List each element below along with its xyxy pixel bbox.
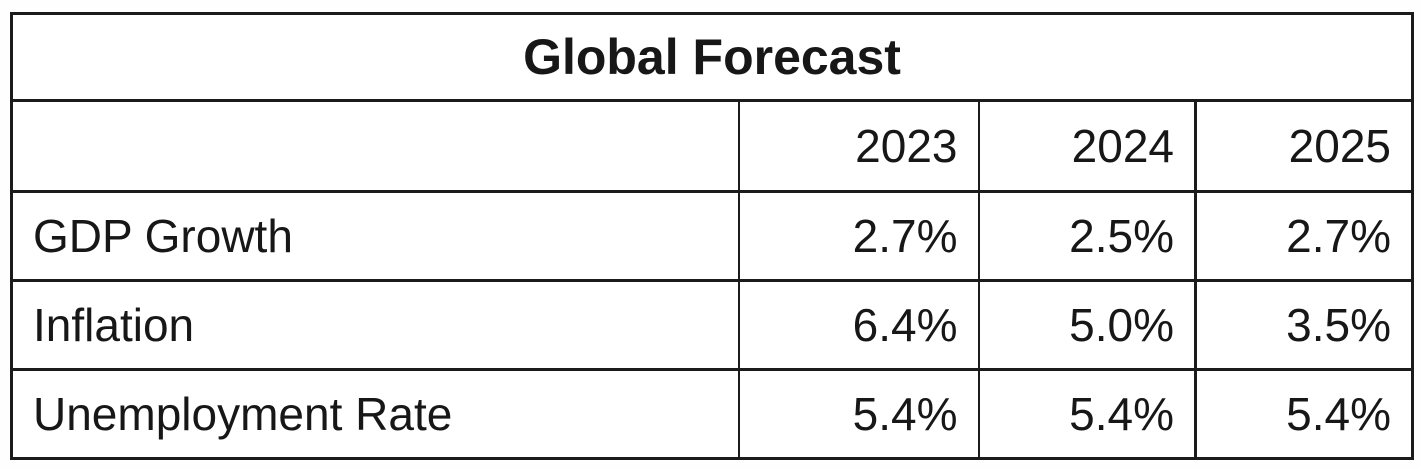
table-title: Global Forecast — [11, 13, 1413, 102]
global-forecast-table: Global Forecast 2023 2024 2025 GDP Growt… — [10, 12, 1415, 460]
cell-gdp-growth-2023: 2.7% — [737, 191, 979, 282]
header-year-2023: 2023 — [737, 100, 979, 193]
row-label-gdp-growth: GDP Growth — [11, 191, 739, 282]
header-year-2024: 2024 — [977, 100, 1196, 193]
year-header-row: 2023 2024 2025 — [11, 100, 1413, 193]
cell-gdp-growth-2025: 2.7% — [1193, 191, 1413, 282]
title-row: Global Forecast — [11, 13, 1413, 102]
header-empty-cell — [11, 100, 739, 193]
cell-inflation-2023: 6.4% — [737, 280, 979, 371]
cell-inflation-2024: 5.0% — [977, 280, 1196, 371]
row-label-unemployment-rate: Unemployment Rate — [33, 388, 453, 440]
cell-inflation-2025: 3.5% — [1193, 280, 1413, 371]
cell-unemployment-rate-2023: 5.4% — [737, 369, 979, 459]
cell-unemployment-rate-2025: 5.4% — [1193, 369, 1413, 459]
table-row-gdp-growth: GDP Growth 2.7% 2.5% 2.7% — [11, 191, 1413, 282]
cell-unemployment-rate-2024: 5.4% — [977, 369, 1196, 459]
header-year-2025: 2025 — [1193, 100, 1413, 193]
row-label-inflation: Inflation — [11, 280, 739, 371]
cell-gdp-growth-2024: 2.5% — [977, 191, 1196, 282]
table-row-unemployment-rate: Unemployment Rate 5.4% 5.4% 5.4% — [12, 369, 1413, 459]
table-row-inflation: Inflation 6.4% 5.0% 3.5% — [11, 280, 1413, 371]
